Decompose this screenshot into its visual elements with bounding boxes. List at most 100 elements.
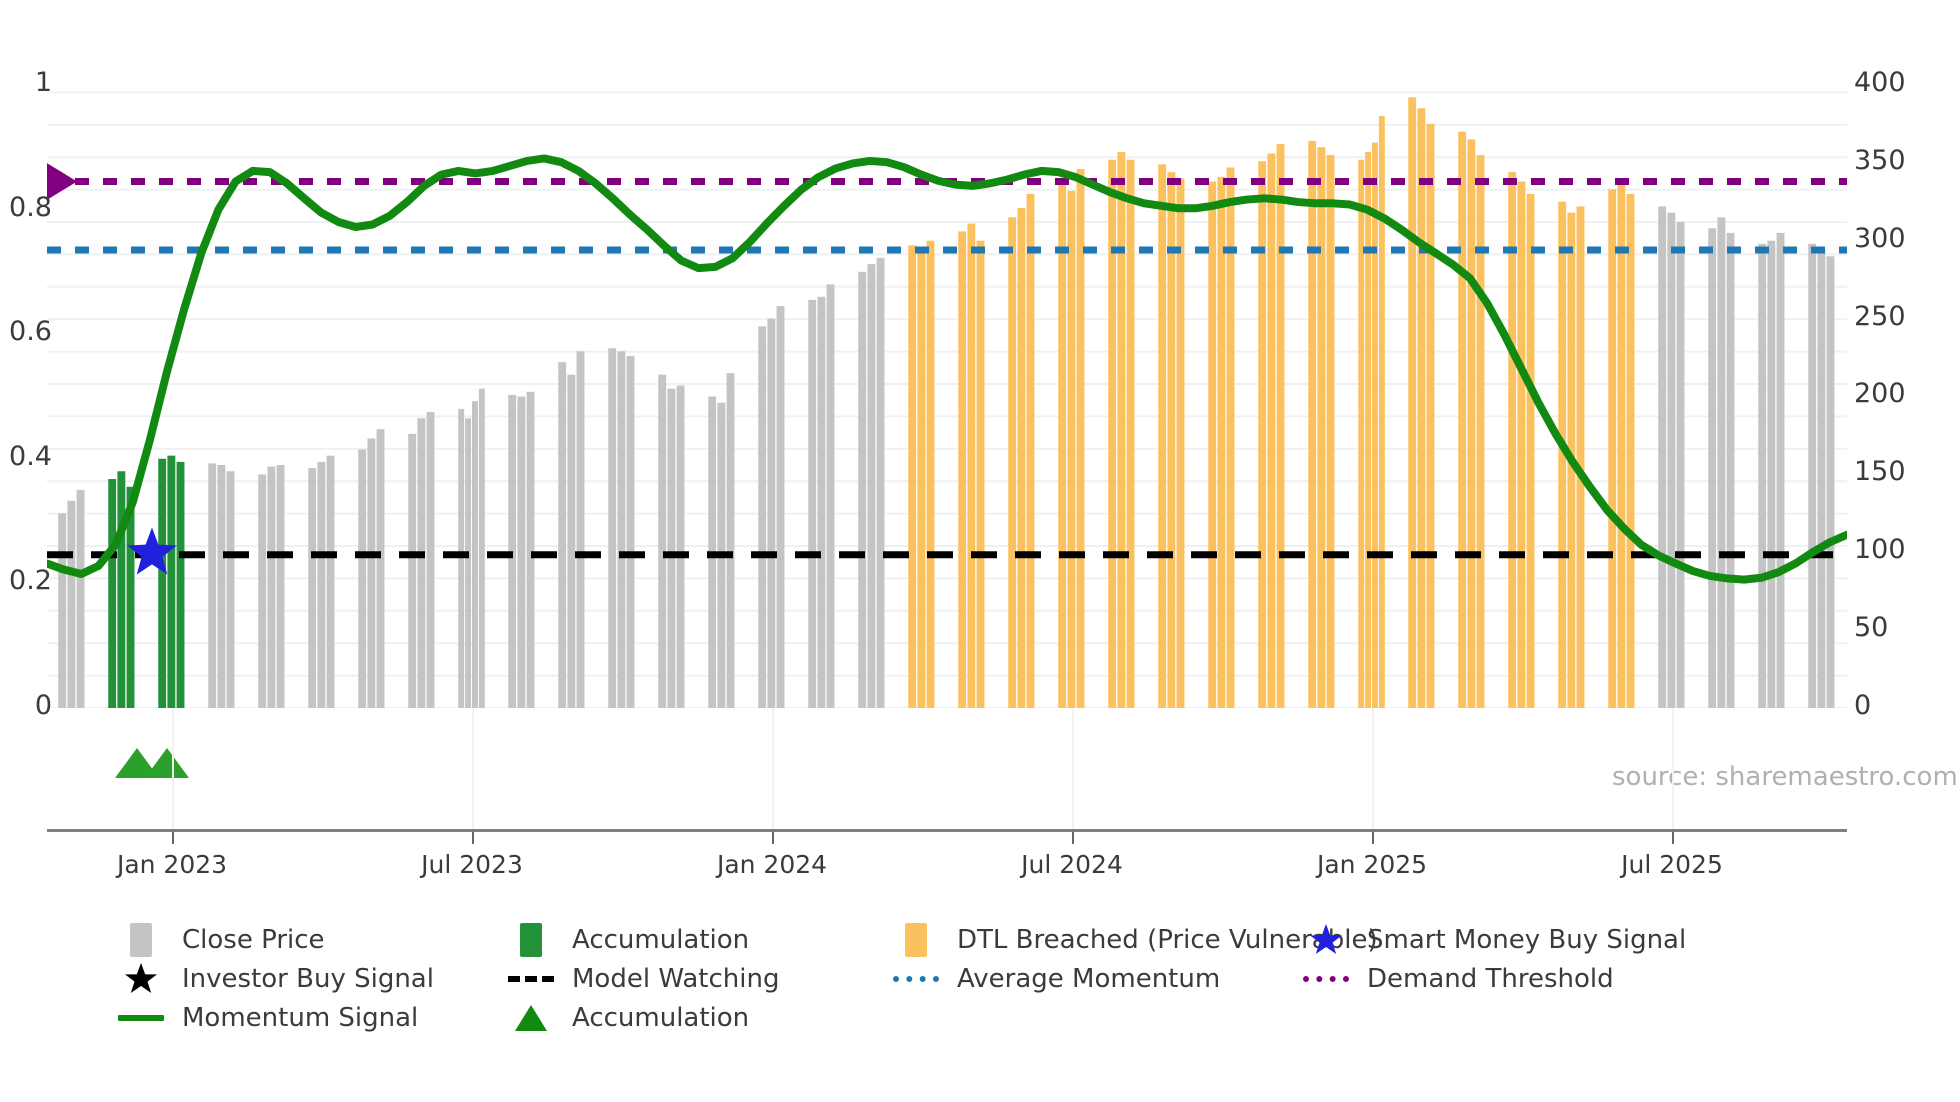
legend-item-average-momentum[interactable]: Average Momentum <box>885 964 1220 994</box>
price-bar <box>117 471 126 708</box>
price-bar <box>317 461 326 708</box>
price-bar <box>1308 141 1317 708</box>
legend-item-label: Smart Money Buy Signal <box>1367 924 1687 955</box>
y-axis-right-tick: 50 <box>1854 612 1889 644</box>
price-bar <box>1476 155 1485 708</box>
legend-item-label: Accumulation <box>572 1002 750 1033</box>
price-bar <box>1426 123 1435 708</box>
y-axis-right-tick: 0 <box>1854 690 1872 721</box>
y-axis-right-tick: 400 <box>1854 66 1906 98</box>
plot-area <box>47 60 1847 708</box>
price-bar <box>1226 167 1235 708</box>
price-bar <box>967 223 976 708</box>
price-bar <box>1017 207 1026 708</box>
bar-group <box>58 97 1835 708</box>
x-axis-tick-label: Jul 2023 <box>421 850 523 879</box>
legend-item-momentum-signal[interactable]: Momentum Signal <box>110 1003 418 1033</box>
price-bar <box>667 388 676 708</box>
price-bar <box>217 465 226 708</box>
price-bar <box>1326 155 1335 708</box>
price-bar <box>567 374 576 708</box>
demand-threshold-marker <box>47 163 77 200</box>
momentum-line <box>47 154 1847 584</box>
y-axis-left-tick: 0.4 <box>9 440 52 472</box>
legend-row: Momentum Signal Accumulation <box>110 998 1910 1037</box>
average-momentum-dotted-line-icon <box>885 975 947 982</box>
legend-item-label: Average Momentum <box>957 963 1221 994</box>
legend-item-accumulation-bar[interactable]: Accumulation <box>500 922 750 957</box>
price-bar <box>176 461 185 708</box>
smart-money-buy-star <box>127 527 177 575</box>
y-axis-left-tick: 0.8 <box>9 191 52 223</box>
legend-item-model-watching[interactable]: Model Watching <box>500 964 779 994</box>
x-gridline <box>1072 708 1074 829</box>
momentum-signal-line-icon <box>110 1014 172 1021</box>
investor-buy-signal-star-icon <box>110 961 172 997</box>
chart-legend: Close Price Accumulation DTL Breached (Pri… <box>110 920 1910 1037</box>
price-bar <box>1317 147 1326 708</box>
legend-item-accumulation-marker[interactable]: Accumulation <box>500 1003 749 1033</box>
price-bar <box>1167 172 1176 708</box>
price-bar <box>1008 217 1017 708</box>
price-bar <box>1408 97 1417 708</box>
price-bar <box>1726 232 1735 708</box>
x-axis-tick-label: Jan 2023 <box>116 850 228 879</box>
price-bar <box>58 513 67 708</box>
price-bar <box>558 362 567 708</box>
price-bar <box>1558 201 1567 708</box>
legend-item-label: Momentum Signal <box>182 1002 419 1033</box>
model-watching-dashed-line-icon <box>500 975 562 982</box>
y-axis-left-tick: 0.2 <box>9 565 52 597</box>
x-axis-tick-mark <box>772 832 774 844</box>
demand-threshold-dotted-line-icon <box>1295 975 1357 982</box>
price-bar <box>1258 161 1267 708</box>
dtl-breached-swatch-icon <box>885 922 947 957</box>
price-bar <box>1276 144 1285 708</box>
y-axis-right-tick: 200 <box>1854 378 1906 410</box>
price-bar <box>376 429 385 708</box>
price-bar <box>465 418 472 708</box>
price-bar <box>1467 139 1476 708</box>
x-axis-tick-label: Jul 2025 <box>1621 850 1723 879</box>
legend-item-close-price[interactable]: Close Price <box>110 922 325 957</box>
legend-item-smart-money-buy-signal[interactable]: Smart Money Buy Signal <box>1295 922 1686 958</box>
price-bar <box>1817 248 1826 708</box>
price-bar <box>1717 217 1726 708</box>
price-bar <box>1808 243 1817 708</box>
price-bar <box>676 385 685 708</box>
price-bar <box>126 486 135 708</box>
legend-item-dtl-breached[interactable]: DTL Breached (Price Vulnerable) <box>885 922 1378 957</box>
price-bar <box>858 271 867 708</box>
price-bar <box>1458 131 1467 708</box>
price-bar <box>526 391 535 708</box>
legend-row: Investor Buy Signal Model Watching Average… <box>110 959 1910 998</box>
legend-item-label: Accumulation <box>572 924 750 955</box>
price-bar <box>76 489 85 708</box>
y-axis-left-tick: 1 <box>34 66 52 98</box>
legend-item-label: Model Watching <box>572 963 780 994</box>
price-bar <box>478 388 485 708</box>
price-bar <box>908 245 917 708</box>
x-axis-tick-mark <box>1072 832 1074 844</box>
price-bar <box>576 351 585 708</box>
price-bar <box>367 438 376 708</box>
price-bar <box>1667 212 1676 708</box>
legend-item-demand-threshold[interactable]: Demand Threshold <box>1295 964 1614 994</box>
price-bar <box>1108 159 1117 708</box>
legend-item-investor-buy-signal[interactable]: Investor Buy Signal <box>110 961 434 997</box>
price-bar <box>776 306 785 708</box>
legend-item-label: Investor Buy Signal <box>182 963 434 994</box>
price-bar <box>326 455 335 708</box>
legend-item-label: Demand Threshold <box>1367 963 1614 994</box>
price-bar <box>726 373 735 708</box>
price-bar <box>1508 172 1517 708</box>
x-gridline <box>1672 708 1674 829</box>
price-bar <box>917 253 926 708</box>
price-bar <box>1058 178 1067 708</box>
y-axis-right-tick: 300 <box>1854 222 1906 254</box>
price-bar <box>276 465 285 708</box>
legend-row: Close Price Accumulation DTL Breached (Pri… <box>110 920 1910 959</box>
x-axis-tick-label: Jan 2024 <box>716 850 828 879</box>
price-bar <box>417 418 426 708</box>
